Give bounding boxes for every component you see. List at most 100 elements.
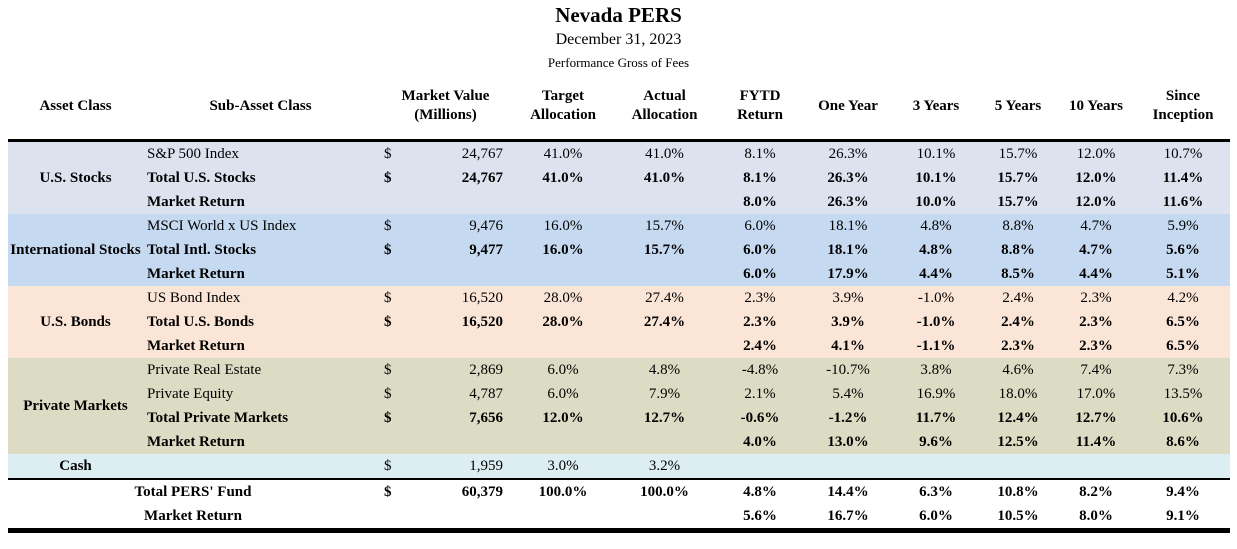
- actual-allocation-cell: 41.0%: [645, 146, 684, 162]
- sub-asset-cell: Total U.S. Bonds: [147, 314, 254, 330]
- market-value-cell: [408, 190, 513, 214]
- one-year-cell: -10.7%: [826, 362, 870, 378]
- since-inception-cell: 10.6%: [1162, 410, 1204, 426]
- actual-allocation-cell: 27.4%: [645, 290, 684, 306]
- actual-allocation-cell: 12.7%: [643, 410, 686, 426]
- ten-years-cell: 12.7%: [1075, 410, 1117, 426]
- three-years-cell: 4.8%: [920, 218, 952, 234]
- fytd-return-cell: 8.1%: [744, 146, 776, 162]
- five-years-cell: 10.8%: [997, 484, 1039, 500]
- three-years-cell: 9.6%: [919, 434, 953, 450]
- performance-table: Asset Class Sub-Asset Class Market Value…: [8, 81, 1231, 533]
- three-years-cell: 4.8%: [919, 242, 953, 258]
- dollar-sign-cell: $: [384, 386, 392, 402]
- three-years-cell: -1.0%: [916, 314, 956, 330]
- one-year-cell: -1.2%: [828, 410, 868, 426]
- sub-asset-cell: [143, 454, 378, 480]
- market-value-cell: 4,787: [469, 386, 504, 402]
- ten-years-cell: 4.7%: [1080, 218, 1112, 234]
- actual-allocation-cell: 27.4%: [643, 314, 686, 330]
- ten-years-cell: 8.2%: [1079, 484, 1113, 500]
- three-years-cell: 4.4%: [919, 266, 953, 282]
- target-allocation-cell: 41.0%: [543, 146, 583, 162]
- five-years-cell: 4.6%: [1002, 362, 1034, 378]
- five-years-cell: 8.8%: [1001, 242, 1035, 258]
- one-year-cell: 18.1%: [827, 242, 869, 258]
- since-inception-cell: 9.1%: [1136, 504, 1231, 533]
- target-allocation-cell: [513, 334, 613, 358]
- actual-allocation-cell: [613, 334, 716, 358]
- sub-asset-cell: Market Return: [147, 194, 245, 210]
- one-year-cell: 13.0%: [827, 434, 869, 450]
- dollar-sign-cell: $: [384, 314, 392, 330]
- column-header-market-value: Market Value (Millions): [378, 81, 514, 142]
- dollar-sign-cell: [378, 504, 408, 533]
- column-header-fytd-return: FYTD Return: [716, 81, 805, 142]
- three-years-cell: 10.1%: [916, 146, 956, 162]
- five-years-cell: 10.5%: [980, 504, 1057, 533]
- table-header: Asset Class Sub-Asset Class Market Value…: [8, 81, 1231, 142]
- five-years-cell: 2.4%: [1001, 314, 1035, 330]
- fytd-return-cell: 6.0%: [743, 242, 777, 258]
- five-years-cell: 8.5%: [1001, 266, 1035, 282]
- target-allocation-cell: 16.0%: [542, 242, 584, 258]
- dollar-sign-cell: $: [384, 218, 392, 234]
- actual-allocation-cell: [613, 262, 716, 286]
- header-row: Asset Class Sub-Asset Class Market Value…: [8, 81, 1231, 142]
- since-inception-cell: 8.6%: [1166, 434, 1200, 450]
- asset-class-cell: U.S. Bonds: [40, 313, 111, 330]
- target-allocation-cell: 6.0%: [547, 362, 579, 378]
- since-inception-cell: 6.5%: [1166, 338, 1200, 354]
- dollar-sign-cell: $: [384, 410, 392, 426]
- actual-allocation-cell: 100.0%: [640, 484, 689, 500]
- one-year-cell: 26.3%: [827, 170, 869, 186]
- actual-allocation-cell: 15.7%: [643, 242, 686, 258]
- since-inception-cell: 11.4%: [1162, 170, 1204, 186]
- target-allocation-cell: 28.0%: [543, 290, 583, 306]
- five-years-cell: 12.4%: [997, 410, 1039, 426]
- report-header: Nevada PERS December 31, 2023 Performanc…: [0, 0, 1237, 71]
- actual-allocation-cell: 41.0%: [643, 170, 686, 186]
- ten-years-cell: 2.3%: [1079, 314, 1113, 330]
- footer-label-cell: Total PERS' Fund: [134, 484, 252, 500]
- target-allocation-cell: 41.0%: [542, 170, 584, 186]
- since-inception-cell: 11.6%: [1162, 194, 1204, 210]
- table-row: Private Markets Private Real Estate $2,869…: [8, 358, 1231, 414]
- table-row: Market Return 4.0% 13.0% 9.6% 12.5% 11.4% 8.6%: [8, 430, 1231, 454]
- dollar-sign-cell: $: [384, 146, 392, 162]
- five-years-cell: 8.8%: [1002, 218, 1034, 234]
- dollar-sign-cell: $: [384, 484, 392, 500]
- three-years-cell: 16.9%: [916, 386, 956, 402]
- column-header-target-allocation: Target Allocation: [513, 81, 614, 142]
- target-allocation-cell: 12.0%: [542, 410, 584, 426]
- market-value-cell: 60,379: [461, 484, 504, 500]
- five-years-cell: 15.7%: [997, 170, 1039, 186]
- sub-asset-cell: Market Return: [147, 434, 245, 450]
- since-inception-cell: 5.9%: [1167, 218, 1199, 234]
- ten-years-cell: 12.0%: [1076, 146, 1116, 162]
- fytd-return-cell: 5.6%: [716, 504, 805, 533]
- five-years-cell: 15.7%: [998, 146, 1038, 162]
- since-inception-cell: 10.7%: [1163, 146, 1203, 162]
- market-value-cell: 2,869: [469, 362, 504, 378]
- market-value-cell: 7,656: [469, 410, 504, 426]
- actual-allocation-cell: 7.9%: [648, 386, 681, 402]
- column-header-actual-allocation: Actual Allocation: [613, 81, 717, 142]
- since-inception-cell: 5.1%: [1166, 266, 1200, 282]
- market-value-cell: 9,476: [469, 218, 504, 234]
- asset-class-cell: Cash: [8, 454, 143, 480]
- fytd-return-cell: 2.3%: [743, 314, 777, 330]
- dollar-sign-cell: $: [384, 290, 392, 306]
- target-allocation-cell: 28.0%: [542, 314, 584, 330]
- since-inception-cell: [1136, 454, 1231, 480]
- three-years-cell: 6.0%: [892, 504, 981, 533]
- market-value-cell: [408, 430, 513, 454]
- column-header-since-inception: Since Inception: [1136, 81, 1231, 142]
- target-allocation-cell: [513, 262, 613, 286]
- ten-years-cell: 12.0%: [1075, 170, 1117, 186]
- sub-asset-cell: Market Return: [147, 338, 245, 354]
- table-row: U.S. Bonds US Bond Index $16,520 28.0% 27.4%…: [8, 286, 1231, 330]
- five-years-cell: 12.5%: [997, 434, 1039, 450]
- column-header-three-years: 3 Years: [892, 81, 981, 142]
